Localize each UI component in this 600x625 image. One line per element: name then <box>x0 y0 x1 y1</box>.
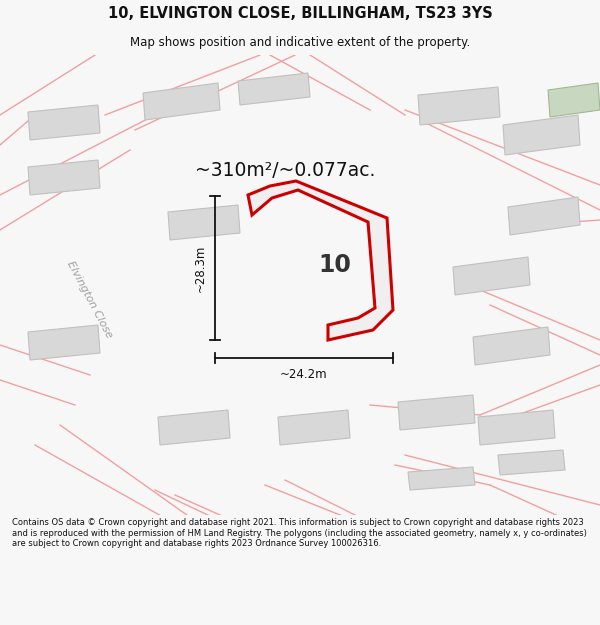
Polygon shape <box>478 410 555 445</box>
Polygon shape <box>28 160 100 195</box>
Polygon shape <box>278 410 350 445</box>
Polygon shape <box>503 115 580 155</box>
Polygon shape <box>158 410 230 445</box>
Polygon shape <box>508 197 580 235</box>
Polygon shape <box>238 73 310 105</box>
Text: 10, ELVINGTON CLOSE, BILLINGHAM, TS23 3YS: 10, ELVINGTON CLOSE, BILLINGHAM, TS23 3Y… <box>107 6 493 21</box>
Text: 10: 10 <box>319 253 352 277</box>
Polygon shape <box>473 327 550 365</box>
Polygon shape <box>28 105 100 140</box>
Text: ~24.2m: ~24.2m <box>280 368 328 381</box>
Polygon shape <box>548 83 600 117</box>
Polygon shape <box>498 450 565 475</box>
Text: Map shows position and indicative extent of the property.: Map shows position and indicative extent… <box>130 36 470 49</box>
Polygon shape <box>168 205 240 240</box>
Polygon shape <box>418 87 500 125</box>
Text: ~28.3m: ~28.3m <box>194 244 207 292</box>
Polygon shape <box>143 83 220 120</box>
Polygon shape <box>398 395 475 430</box>
Text: Elvington Close: Elvington Close <box>65 260 115 340</box>
Polygon shape <box>248 181 393 340</box>
Polygon shape <box>408 467 475 490</box>
Polygon shape <box>453 257 530 295</box>
Polygon shape <box>28 325 100 360</box>
Text: Contains OS data © Crown copyright and database right 2021. This information is : Contains OS data © Crown copyright and d… <box>12 518 587 548</box>
Text: ~310m²/~0.077ac.: ~310m²/~0.077ac. <box>195 161 376 179</box>
